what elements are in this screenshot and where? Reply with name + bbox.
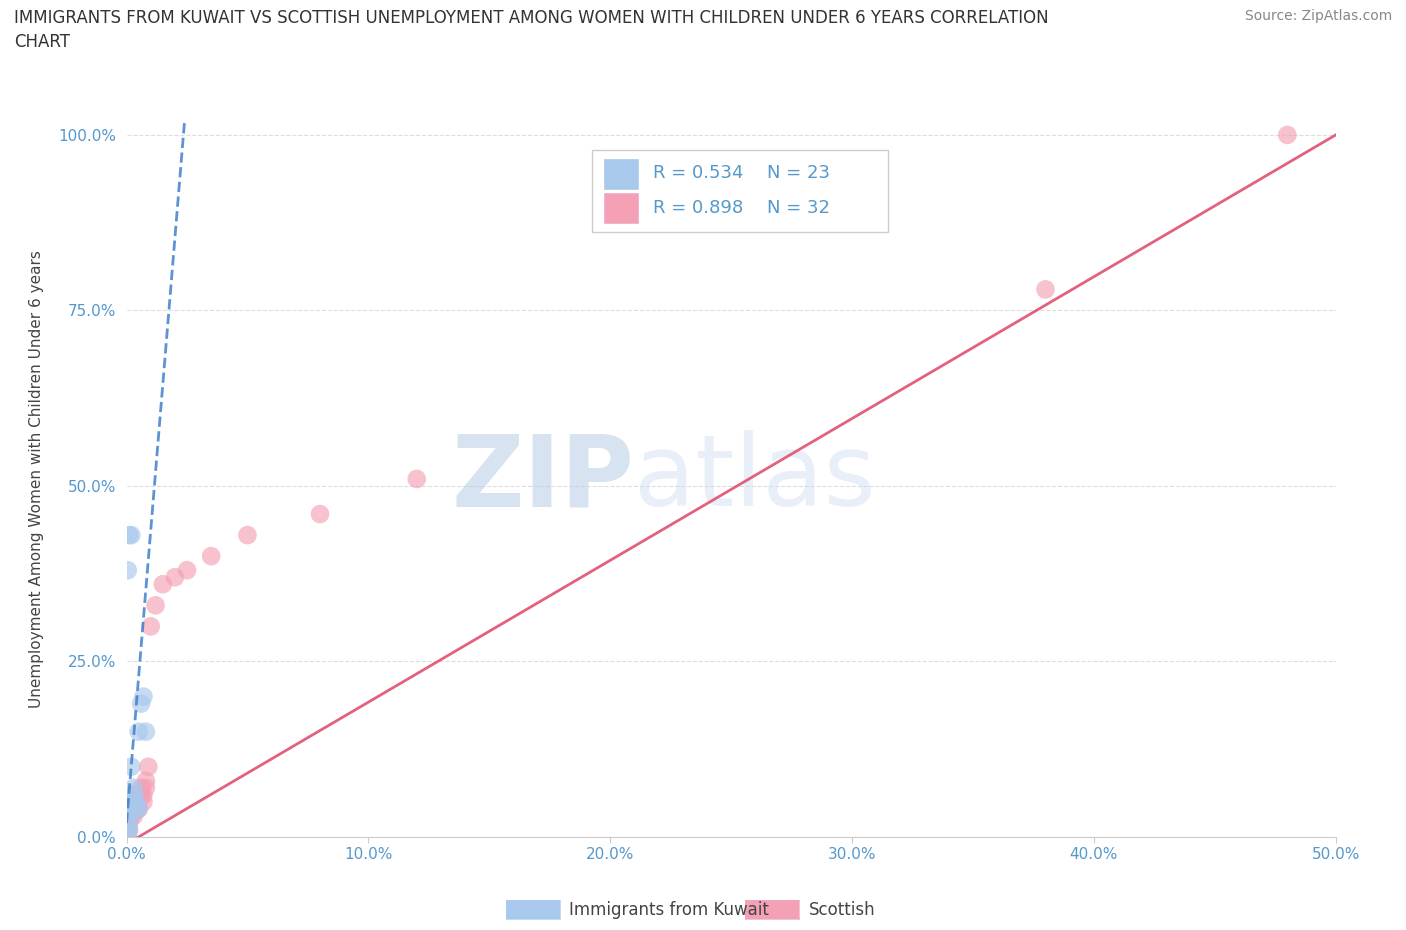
- Point: [128, 802, 150, 817]
- Text: CHART: CHART: [14, 33, 70, 50]
- Point: [118, 808, 141, 823]
- Point: [129, 697, 152, 711]
- Point: [125, 802, 148, 817]
- Point: [125, 802, 148, 817]
- Y-axis label: Unemployment Among Women with Children Under 6 years: Unemployment Among Women with Children U…: [30, 250, 44, 708]
- Point: [132, 788, 155, 803]
- Point: [120, 802, 142, 817]
- Point: [122, 794, 145, 809]
- Point: [128, 794, 150, 809]
- Point: [135, 724, 157, 739]
- Point: [122, 794, 145, 809]
- Text: N = 32: N = 32: [768, 198, 831, 217]
- Point: [122, 788, 145, 803]
- Point: [120, 794, 142, 809]
- Point: [152, 577, 174, 591]
- Point: [128, 724, 150, 739]
- Point: [117, 826, 139, 841]
- Point: [118, 816, 141, 830]
- Point: [129, 780, 152, 795]
- Bar: [605, 193, 638, 223]
- Point: [200, 549, 222, 564]
- Point: [163, 570, 186, 585]
- Point: [145, 598, 167, 613]
- Point: [135, 780, 157, 795]
- Text: N = 23: N = 23: [768, 165, 831, 182]
- Point: [128, 802, 150, 817]
- Point: [118, 822, 141, 837]
- Point: [118, 822, 141, 837]
- Point: [1277, 127, 1299, 142]
- Text: Immigrants from Kuwait: Immigrants from Kuwait: [569, 900, 769, 919]
- Point: [117, 826, 139, 841]
- Point: [122, 802, 145, 817]
- FancyBboxPatch shape: [592, 150, 889, 232]
- Text: ZIP: ZIP: [451, 431, 634, 527]
- Text: Scottish: Scottish: [808, 900, 875, 919]
- Point: [117, 563, 139, 578]
- Point: [132, 794, 155, 809]
- Point: [120, 760, 142, 775]
- Point: [120, 794, 142, 809]
- Text: IMMIGRANTS FROM KUWAIT VS SCOTTISH UNEMPLOYMENT AMONG WOMEN WITH CHILDREN UNDER : IMMIGRANTS FROM KUWAIT VS SCOTTISH UNEMP…: [14, 9, 1049, 27]
- Point: [118, 816, 141, 830]
- Point: [118, 527, 141, 542]
- Bar: [605, 159, 638, 189]
- Point: [176, 563, 198, 578]
- Point: [236, 527, 259, 542]
- Point: [120, 802, 142, 817]
- Point: [1035, 282, 1057, 297]
- Point: [120, 527, 142, 542]
- Point: [129, 788, 152, 803]
- Text: Source: ZipAtlas.com: Source: ZipAtlas.com: [1244, 9, 1392, 23]
- Point: [405, 472, 427, 486]
- Point: [132, 689, 155, 704]
- Point: [125, 794, 148, 809]
- Text: atlas: atlas: [634, 431, 876, 527]
- Text: R = 0.898: R = 0.898: [652, 198, 742, 217]
- Point: [309, 507, 332, 522]
- Point: [118, 808, 141, 823]
- Point: [125, 788, 148, 803]
- Point: [139, 619, 162, 634]
- Point: [135, 774, 157, 789]
- Point: [136, 760, 159, 775]
- Point: [122, 780, 145, 795]
- Point: [120, 802, 142, 817]
- Text: R = 0.534: R = 0.534: [652, 165, 742, 182]
- Point: [120, 808, 142, 823]
- Point: [122, 808, 145, 823]
- Point: [122, 802, 145, 817]
- Point: [120, 788, 142, 803]
